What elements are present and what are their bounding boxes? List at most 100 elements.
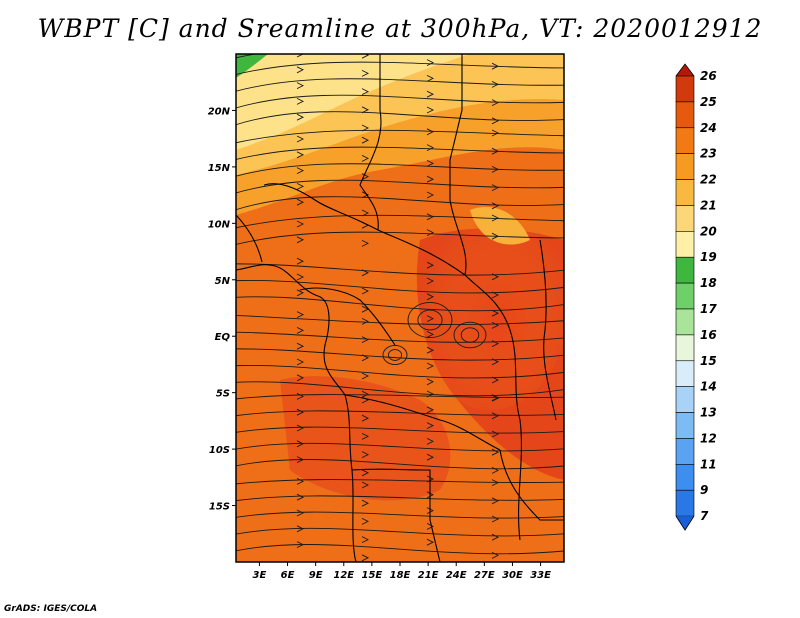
streamline-arrow <box>361 390 370 398</box>
lon-tick-label: 21E <box>418 570 439 581</box>
colorbar-swatch <box>675 464 695 491</box>
streamline-arrow <box>296 477 305 485</box>
streamline-arrow <box>426 491 435 499</box>
streamline-arrow <box>426 390 435 398</box>
streamline-arrow <box>361 287 370 295</box>
streamline-arrow <box>361 191 370 199</box>
streamline-arrow <box>296 456 305 464</box>
lat-tick-label: 15S <box>209 502 230 513</box>
lat-tick-label: 10N <box>208 219 231 230</box>
colorbar-label: 24 <box>700 121 717 135</box>
streamline-arrow <box>426 106 435 114</box>
streamline-arrow <box>491 448 500 456</box>
streamline <box>236 78 564 92</box>
streamline-arrow <box>426 59 435 67</box>
colorbar-label: 13 <box>700 406 717 420</box>
streamline-arrow <box>491 466 500 474</box>
streamline-arrow <box>361 106 370 114</box>
streamline-eddy <box>407 301 453 339</box>
streamline-arrow <box>491 551 500 559</box>
streamline-arrow <box>361 239 370 247</box>
streamline-arrow <box>426 522 435 530</box>
streamline-arrow <box>361 432 370 440</box>
streamline-arrow <box>491 497 500 505</box>
streamline-arrow <box>296 525 305 533</box>
streamline-arrow <box>426 422 435 430</box>
colorbar-swatch <box>675 308 695 336</box>
colorbar-label: 18 <box>700 276 717 290</box>
colorbar-swatch <box>675 412 695 439</box>
chart-title: WBPT [C] and Sreamline at 300hPa, VT: 20… <box>37 14 763 43</box>
streamline-arrow <box>296 54 305 58</box>
streamline-arrow <box>491 99 500 107</box>
colorbar-swatch <box>675 75 695 103</box>
colorbar-swatch <box>675 231 695 258</box>
streamline-arrow <box>296 374 305 382</box>
streamline-arrow <box>361 554 370 562</box>
streamline-arrow <box>426 538 435 546</box>
lat-tick-label: 20N <box>208 106 231 117</box>
lat-tick-label: 10S <box>209 445 230 456</box>
streamline-arrow <box>491 202 500 210</box>
streamline-arrow <box>426 378 435 386</box>
streamline-arrow <box>491 479 500 487</box>
lat-tick-label: 15N <box>208 163 231 174</box>
streamline <box>236 495 564 502</box>
streamline-arrow <box>296 198 305 206</box>
streamline-arrow <box>426 90 435 98</box>
streamline-arrow <box>426 213 435 221</box>
colorbar-swatch <box>675 489 695 517</box>
lon-tick-label: 33E <box>530 570 551 581</box>
streamline <box>236 231 564 246</box>
streamline-arrow <box>296 236 305 244</box>
streamline-arrow <box>361 154 370 162</box>
streamline-arrow <box>491 273 500 281</box>
streamline-arrow <box>361 469 370 477</box>
colorbar-swatch <box>675 127 695 154</box>
streamline-arrow <box>361 536 370 544</box>
streamline-arrow <box>296 493 305 501</box>
streamline <box>236 527 564 537</box>
streamline-arrow <box>491 394 500 402</box>
streamline <box>236 196 564 211</box>
streamline-arrow <box>361 414 370 422</box>
colorbar-label: 7 <box>700 509 709 523</box>
streamline <box>236 381 564 397</box>
streamline <box>236 410 564 417</box>
streamline-eddy <box>382 344 408 366</box>
colorbar-swatch <box>675 386 695 413</box>
streamline-arrow <box>426 261 435 269</box>
lon-tick-label: 30E <box>502 570 523 581</box>
streamline <box>236 214 564 229</box>
colorbar-max-arrow <box>675 63 695 77</box>
streamline <box>236 479 564 485</box>
streamline-arrow <box>361 69 370 77</box>
streamline-arrow <box>426 277 435 285</box>
streamline-arrow <box>426 330 435 338</box>
streamline-arrow <box>296 392 305 400</box>
streamline-arrow <box>361 481 370 489</box>
map-panel <box>236 54 564 562</box>
streamline-arrow <box>491 147 500 155</box>
colorbar-swatch <box>675 101 695 129</box>
streamline-arrow <box>426 128 435 136</box>
colorbar-label: 22 <box>700 173 717 187</box>
streamline-arrow <box>296 541 305 549</box>
streamline-arrow <box>426 229 435 237</box>
streamline-arrow <box>426 315 435 323</box>
streamline <box>236 365 564 379</box>
colorbar-label: 20 <box>700 224 717 238</box>
streamline-arrow <box>361 317 370 325</box>
wbpt-band-19 <box>236 54 470 150</box>
colorbar-swatch <box>675 282 695 310</box>
streamline-arrow <box>361 124 370 132</box>
streamline-arrow <box>296 66 305 74</box>
streamline-arrow <box>296 273 305 281</box>
streamline-arrow <box>426 74 435 82</box>
colorbar: 26 25 24 23 22 21 20 19 18 17 16 15 14 13 12 11 9 7 <box>675 63 717 531</box>
streamline-arrow <box>361 136 370 144</box>
streamline-arrow <box>491 340 500 348</box>
streamline-arrow <box>296 113 305 121</box>
lat-tick-label: EQ <box>215 332 231 343</box>
streamline-arrow <box>426 453 435 461</box>
